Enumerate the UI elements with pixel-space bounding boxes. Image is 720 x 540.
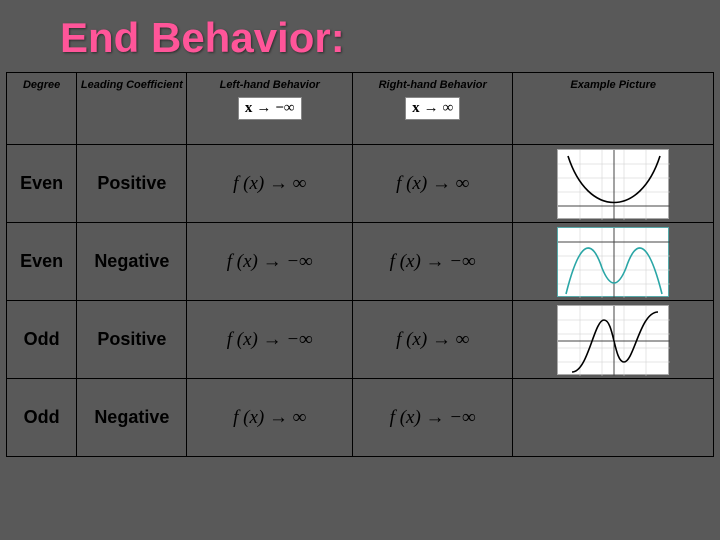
cell-leading: Negative	[77, 379, 187, 457]
cell-graph-empty	[513, 379, 714, 457]
cell-degree: Even	[7, 223, 77, 301]
cell-right: f (x) → ∞	[352, 301, 512, 379]
header-row: Degree Leading Coefficient Left-hand Beh…	[7, 73, 714, 145]
header-right: Right-hand Behavior x → ∞	[352, 73, 512, 145]
header-left-label: Left-hand Behavior	[187, 79, 351, 91]
cell-degree: Odd	[7, 379, 77, 457]
cell-graph	[513, 301, 714, 379]
header-right-limit: x → ∞	[353, 97, 512, 120]
math-expr: f (x) → ∞	[396, 173, 469, 194]
math-expr: f (x) → ∞	[396, 329, 469, 350]
cell-left: f (x) → ∞	[187, 379, 352, 457]
math-expr: f (x) → −∞	[390, 251, 476, 272]
limit-rhs: ∞	[443, 100, 454, 117]
table-container: Degree Leading Coefficient Left-hand Beh…	[0, 72, 720, 457]
cell-leading: Positive	[77, 301, 187, 379]
limit-lhs: x	[412, 100, 420, 117]
cell-right: f (x) → −∞	[352, 379, 512, 457]
table-row: Odd Positive f (x) → −∞ f (x) → ∞	[7, 301, 714, 379]
cell-graph	[513, 145, 714, 223]
math-expr: f (x) → −∞	[390, 407, 476, 428]
graph-even-positive	[557, 149, 669, 219]
table-row: Even Positive f (x) → ∞ f (x) → ∞	[7, 145, 714, 223]
cell-right: f (x) → −∞	[352, 223, 512, 301]
cell-degree: Odd	[7, 301, 77, 379]
curve-path	[572, 312, 658, 372]
math-expr: f (x) → ∞	[233, 407, 306, 428]
graph-even-negative	[557, 227, 669, 297]
graph-odd-positive	[557, 305, 669, 375]
header-degree: Degree	[7, 73, 77, 145]
cell-left: f (x) → −∞	[187, 301, 352, 379]
cell-right: f (x) → ∞	[352, 145, 512, 223]
cell-graph	[513, 223, 714, 301]
header-left: Left-hand Behavior x → −∞	[187, 73, 352, 145]
cell-degree: Even	[7, 145, 77, 223]
table-row: Even Negative f (x) → −∞ f (x) → −∞	[7, 223, 714, 301]
header-left-limit: x → −∞	[187, 97, 351, 120]
table-row: Odd Negative f (x) → ∞ f (x) → −∞	[7, 379, 714, 457]
limit-lhs: x	[245, 100, 253, 117]
limit-arrow: →	[256, 100, 271, 117]
math-expr: f (x) → −∞	[227, 329, 313, 350]
math-expr: f (x) → −∞	[227, 251, 313, 272]
page-title: End Behavior:	[0, 0, 720, 72]
cell-left: f (x) → ∞	[187, 145, 352, 223]
table-body: Even Positive f (x) → ∞ f (x) → ∞	[7, 145, 714, 457]
limit-rhs: −∞	[275, 100, 294, 117]
header-right-label: Right-hand Behavior	[353, 79, 512, 91]
math-expr: f (x) → ∞	[233, 173, 306, 194]
limit-arrow: →	[424, 100, 439, 117]
header-leading: Leading Coefficient	[77, 73, 187, 145]
cell-leading: Negative	[77, 223, 187, 301]
end-behavior-table: Degree Leading Coefficient Left-hand Beh…	[6, 72, 714, 457]
cell-left: f (x) → −∞	[187, 223, 352, 301]
header-example: Example Picture	[513, 73, 714, 145]
cell-leading: Positive	[77, 145, 187, 223]
